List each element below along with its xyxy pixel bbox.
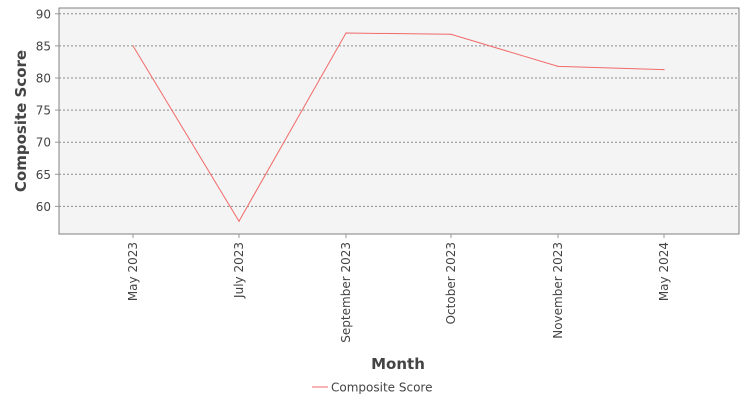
y-axis-label: Composite Score xyxy=(12,50,30,192)
data-point xyxy=(238,221,239,222)
y-tick-label: 90 xyxy=(36,7,51,21)
data-point xyxy=(132,45,133,46)
y-tick-label: 60 xyxy=(36,200,51,214)
data-point xyxy=(663,69,664,70)
plot-area xyxy=(59,8,739,234)
x-tick-label: October 2023 xyxy=(444,242,458,324)
y-tick-label: 75 xyxy=(36,104,51,118)
x-tick-label: July 2023 xyxy=(232,242,246,299)
y-tick-label: 65 xyxy=(36,168,51,182)
x-tick-label: September 2023 xyxy=(339,242,353,343)
y-tick-label: 80 xyxy=(36,71,51,85)
data-point xyxy=(345,32,346,33)
y-axis-ticks: 60 65 70 75 80 85 90 xyxy=(36,7,59,214)
legend: Composite Score xyxy=(312,381,432,395)
x-axis-ticks: May 2023 July 2023 September 2023 October 2… xyxy=(126,234,671,343)
x-tick-label: November 2023 xyxy=(551,242,565,339)
y-tick-label: 70 xyxy=(36,136,51,150)
data-point xyxy=(450,34,451,35)
legend-label: Composite Score xyxy=(331,381,432,395)
x-tick-label: May 2024 xyxy=(657,242,671,301)
data-point xyxy=(557,66,558,67)
x-axis-label: Month xyxy=(371,355,425,373)
y-tick-label: 85 xyxy=(36,39,51,53)
x-tick-label: May 2023 xyxy=(126,242,140,301)
